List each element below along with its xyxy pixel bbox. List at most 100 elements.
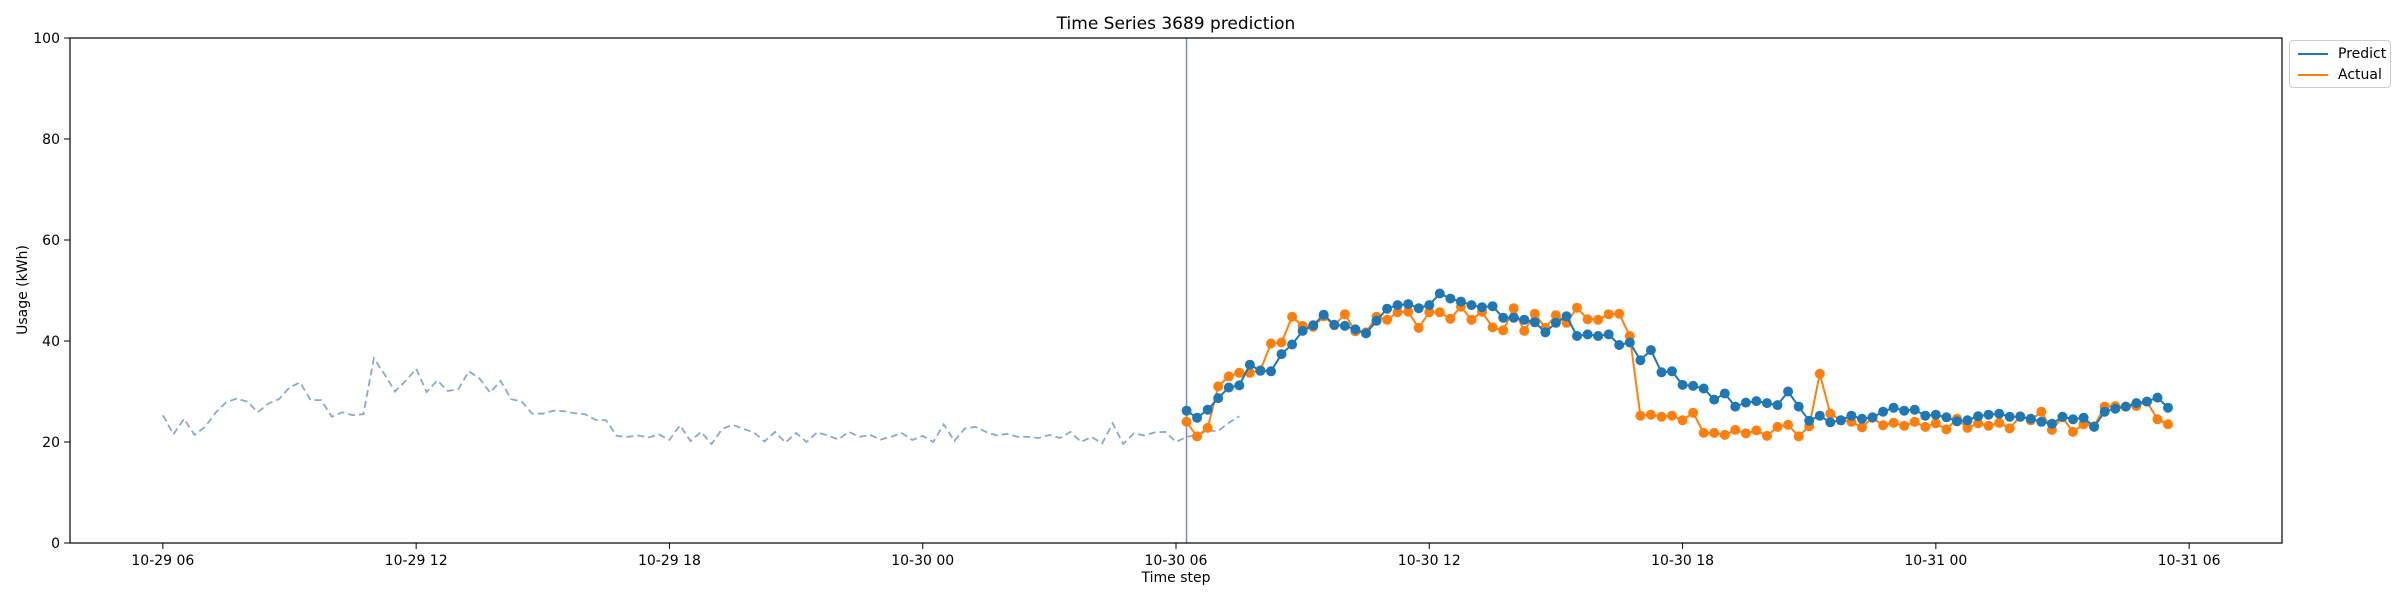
actual-point-78 (2004, 423, 2015, 434)
predict-point-24 (1434, 288, 1445, 299)
predict-point-1 (1192, 412, 1203, 423)
predict-point-54 (1751, 396, 1762, 407)
actual-point-52 (1730, 424, 1741, 435)
predict-point-61 (1825, 417, 1836, 428)
predict-point-49 (1698, 383, 1709, 394)
predict-point-44 (1645, 345, 1656, 356)
predict-point-19 (1382, 303, 1393, 314)
actual-point-0 (1181, 416, 1192, 427)
predict-point-66 (1878, 406, 1889, 417)
predict-point-81 (2036, 416, 2047, 427)
predict-point-46 (1667, 366, 1677, 377)
predict-point-82 (2046, 418, 2057, 429)
y-tick-label-0: 0 (51, 536, 60, 552)
actual-point-64 (1857, 422, 1867, 433)
predict-line (1186, 292, 2169, 429)
predict-point-32 (1519, 314, 1530, 325)
predict-point-45 (1656, 367, 1667, 378)
actual-point-57 (1783, 419, 1794, 430)
actual-point-31 (1508, 303, 1519, 314)
predict-point-76 (1983, 409, 1994, 420)
predict-point-10 (1287, 339, 1298, 350)
actual-point-20 (1392, 307, 1403, 318)
predict-point-3 (1213, 393, 1224, 404)
predict-point-52 (1730, 401, 1741, 412)
actual-point-43 (1635, 410, 1646, 421)
actual-point-22 (1413, 322, 1424, 333)
actual-point-48 (1688, 407, 1699, 418)
actual-point-39 (1593, 314, 1604, 325)
actual-point-76 (1983, 420, 1994, 431)
y-tick-label-80: 80 (42, 132, 60, 148)
predict-point-64 (1857, 413, 1867, 424)
predict-point-17 (1361, 328, 1371, 339)
actual-point-66 (1878, 420, 1889, 431)
actual-point-77 (1994, 417, 2005, 428)
predict-point-41 (1614, 340, 1625, 350)
predict-point-55 (1762, 398, 1772, 409)
predict-point-43 (1635, 355, 1646, 366)
actual-point-55 (1762, 430, 1772, 441)
predict-point-18 (1371, 315, 1382, 326)
actual-point-41 (1614, 308, 1625, 319)
actual-point-92 (2152, 414, 2163, 425)
predict-point-79 (2015, 411, 2026, 422)
actual-point-10 (1287, 311, 1298, 322)
actual-point-93 (2163, 419, 2173, 430)
actual-point-54 (1751, 425, 1762, 436)
predict-point-65 (1867, 412, 1878, 423)
legend: Predict Actual (2289, 40, 2391, 88)
predict-point-25 (1445, 293, 1456, 304)
actual-point-49 (1698, 427, 1709, 438)
actual-point-38 (1582, 314, 1593, 325)
actual-point-56 (1772, 421, 1783, 432)
x-tick-label-2: 10-29 18 (638, 553, 701, 569)
y-tick-label-100: 100 (33, 31, 60, 47)
actual-point-9 (1276, 337, 1287, 348)
predict-point-15 (1339, 320, 1350, 331)
actual-point-15 (1339, 309, 1350, 320)
predict-point-31 (1508, 312, 1519, 323)
predict-point-77 (1994, 408, 2005, 419)
predict-point-60 (1814, 410, 1825, 421)
predict-point-86 (2089, 421, 2100, 432)
actual-point-40 (1603, 309, 1614, 320)
actual-line (1185, 305, 2169, 438)
predict-point-58 (1793, 401, 1804, 412)
actual-point-19 (1382, 314, 1393, 325)
actual-point-70 (1920, 421, 1931, 432)
actual-point-25 (1445, 313, 1456, 324)
actual-point-24 (1434, 307, 1445, 318)
x-tick-label-3: 10-30 00 (891, 553, 954, 569)
actual-point-81 (2036, 406, 2047, 417)
predict-point-92 (2152, 392, 2163, 403)
legend-item-actual: Actual (2298, 65, 2382, 85)
predict-point-73 (1952, 416, 1962, 427)
actual-point-84 (2068, 426, 2078, 437)
predict-point-59 (1804, 415, 1815, 426)
actual-point-3 (1213, 381, 1224, 392)
x-tick-label-0: 10-29 06 (131, 553, 194, 569)
predict-point-8 (1266, 366, 1276, 377)
predict-point-35 (1550, 317, 1561, 328)
actual-point-45 (1656, 411, 1667, 422)
x-tick-label-6: 10-30 18 (1651, 553, 1714, 569)
predict-point-89 (2120, 401, 2131, 412)
actual-point-29 (1487, 322, 1498, 333)
predict-point-90 (2131, 398, 2142, 409)
predict-point-7 (1255, 365, 1266, 376)
predict-point-47 (1677, 379, 1688, 390)
plot-frame (69, 37, 2283, 544)
actual-point-46 (1667, 410, 1677, 421)
predict-point-62 (1835, 415, 1846, 426)
predict-point-88 (2110, 403, 2121, 414)
predict-point-72 (1941, 412, 1952, 423)
actual-point-35 (1550, 310, 1561, 321)
predict-point-69 (1909, 404, 1920, 415)
actual-point-69 (1909, 416, 1920, 427)
legend-swatch-actual (2298, 74, 2328, 76)
predict-point-87 (2099, 406, 2110, 417)
actual-point-74 (1962, 422, 1973, 433)
predict-point-74 (1962, 415, 1973, 426)
